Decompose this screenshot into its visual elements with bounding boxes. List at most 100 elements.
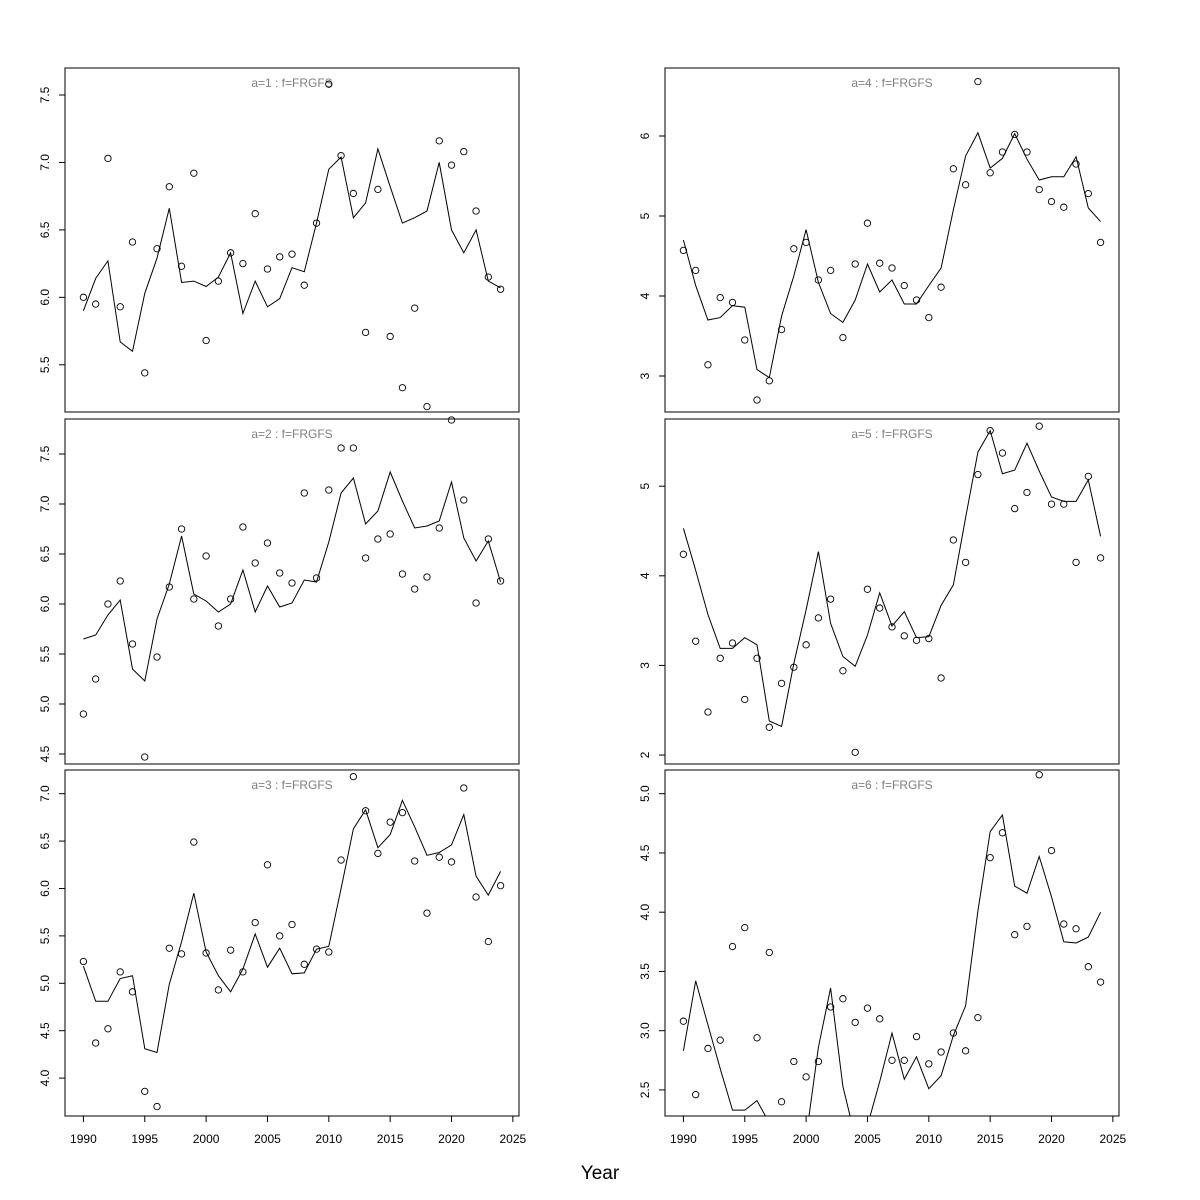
observed-point [288,250,296,258]
observed-point [128,988,137,996]
y-tick-label: 6.5 [38,221,52,238]
observed-point [398,570,407,578]
observed-point [937,674,945,682]
observed-point [202,949,210,957]
observed-point [484,273,492,281]
observed-point [1072,558,1080,567]
observed-point [153,1102,161,1111]
observed-point [411,857,419,865]
observed-point [251,210,259,218]
y-tick-label: 4 [638,292,652,299]
observed-point [165,944,173,952]
observed-point [79,293,88,301]
observed-point [1084,189,1092,198]
observed-point [728,942,737,951]
panel-3: a=3 : f=FRGFS 4.0 4.5 5.0 5.5 6.0 6.5 7.0 1990 19… [38,769,527,1146]
observed-point [974,1014,982,1022]
observed-point [177,525,186,533]
observed-point [165,183,173,191]
x-tick-label: 2025 [1100,1132,1127,1146]
y-tick-label: 6.0 [38,595,52,612]
fitted-series-line [82,798,502,1054]
observed-point [312,219,321,227]
observed-point [790,1057,798,1066]
figure-xlabel: Year [581,1163,620,1184]
observed-point [814,276,823,284]
observed-point [1011,931,1019,939]
y-tick-label: 6.5 [38,832,52,849]
panel-2: a=2 : f=FRGFS 4.5 5.0 5.5 6.0 6.5 7.0 7.5 [38,416,520,765]
fitted-series-line [682,131,1101,379]
observed-point [239,968,247,976]
observed-point [876,1015,884,1023]
x-tick-label: 1995 [131,1132,158,1146]
observed-point [986,426,994,435]
y-tick-label: 2.5 [638,1081,652,1098]
y-tick-label: 5.5 [38,356,52,373]
observed-point [1035,771,1043,779]
observed-point [423,573,431,581]
observed-point [974,470,982,479]
x-tick-label: 2000 [193,1132,220,1146]
observed-point [276,569,284,577]
observed-point [753,654,761,662]
observed-point [104,1025,112,1033]
observed-point [177,262,186,270]
observed-point [1011,504,1019,513]
observed-point [888,623,896,631]
observed-point [912,636,921,644]
observed-point [337,856,345,864]
fitted-series-line [682,429,1102,728]
observed-point [79,957,88,966]
x-tick-label: 2025 [500,1132,527,1146]
fitted-series-line [83,470,502,683]
observed-point [361,554,370,562]
panel-frame [64,418,520,765]
observed-point [104,154,112,163]
observed-point [974,77,982,86]
observed-point [692,637,700,645]
observed-point [472,599,480,607]
observed-point [1011,130,1019,139]
observed-point [276,253,284,261]
observed-point [202,552,210,560]
observed-point [753,396,761,404]
panel-frame [664,769,1120,1117]
observed-point [741,336,749,344]
observed-point [961,1047,970,1055]
observed-point [1023,488,1031,497]
observed-point [190,169,198,177]
observed-point [226,249,235,257]
observed-point [1023,148,1031,156]
observed-point [435,524,443,532]
panel-title: a=1 : f=FRGFS [251,76,332,90]
panel-frame [664,67,1120,413]
observed-point [153,653,161,661]
observed-point [190,838,198,846]
observed-point [777,1098,786,1106]
observed-point [900,1056,908,1064]
y-tick-label: 4 [638,572,652,579]
observed-point [790,245,798,253]
observed-point [423,402,431,411]
observed-point [863,585,872,593]
observed-point [790,663,798,671]
observed-point [128,238,137,246]
y-tick-label: 2 [638,751,652,758]
observed-point [998,148,1007,156]
observed-point [826,266,835,275]
observed-point [386,530,394,538]
observed-point [704,361,712,369]
observed-point [802,1073,810,1081]
observed-point [888,1056,896,1064]
observed-point [949,536,958,544]
observed-point [484,535,492,543]
observed-point [876,604,884,612]
observed-point [472,207,480,215]
observed-point [177,950,186,958]
y-tick-label: 5 [638,212,652,219]
panel-4: a=4 : f=FRGFS 3 4 5 6 [638,67,1120,413]
observed-point [460,496,468,504]
observed-point [1096,978,1105,986]
